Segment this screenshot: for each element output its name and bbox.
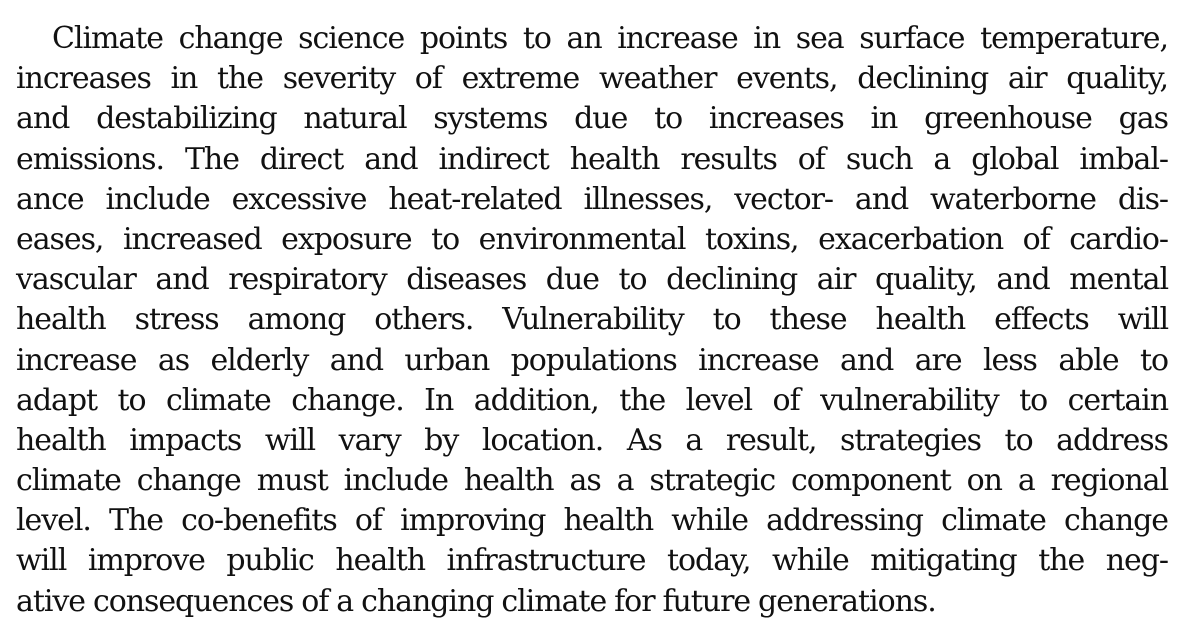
paragraph-line: emissions. The direct and indirect healt… bbox=[16, 141, 1169, 177]
paragraph-line: and destabilizing natural systems due to… bbox=[16, 101, 1169, 137]
paragraph-line: vascular and respiratory diseases due to… bbox=[16, 262, 1169, 298]
paragraph-line: health impacts will vary by location. As… bbox=[16, 422, 1169, 458]
paragraph-line: level. The co-benefits of improving heal… bbox=[16, 503, 1169, 539]
paragraph-line: adapt to climate change. In addition, th… bbox=[16, 382, 1169, 418]
body-paragraph: Climate change science points to an incr… bbox=[16, 19, 1169, 622]
paragraph-line: eases, increased exposure to environment… bbox=[16, 221, 1169, 257]
paragraph-line: climate change must include health as a … bbox=[16, 463, 1169, 499]
paragraph-line: increase as elderly and urban population… bbox=[16, 342, 1169, 378]
paragraph-line: Climate change science points to an incr… bbox=[52, 21, 1169, 56]
paragraph-line: ative consequences of a changing climate… bbox=[16, 583, 937, 619]
paragraph-line: increases in the severity of extreme wea… bbox=[16, 61, 1169, 97]
document-page: Climate change science points to an incr… bbox=[16, 19, 1169, 622]
paragraph-line: ance include excessive heat-related illn… bbox=[16, 181, 1169, 217]
paragraph-line: health stress among others. Vulnerabilit… bbox=[16, 302, 1169, 338]
paragraph-line: will improve public health infrastructur… bbox=[16, 543, 1169, 579]
